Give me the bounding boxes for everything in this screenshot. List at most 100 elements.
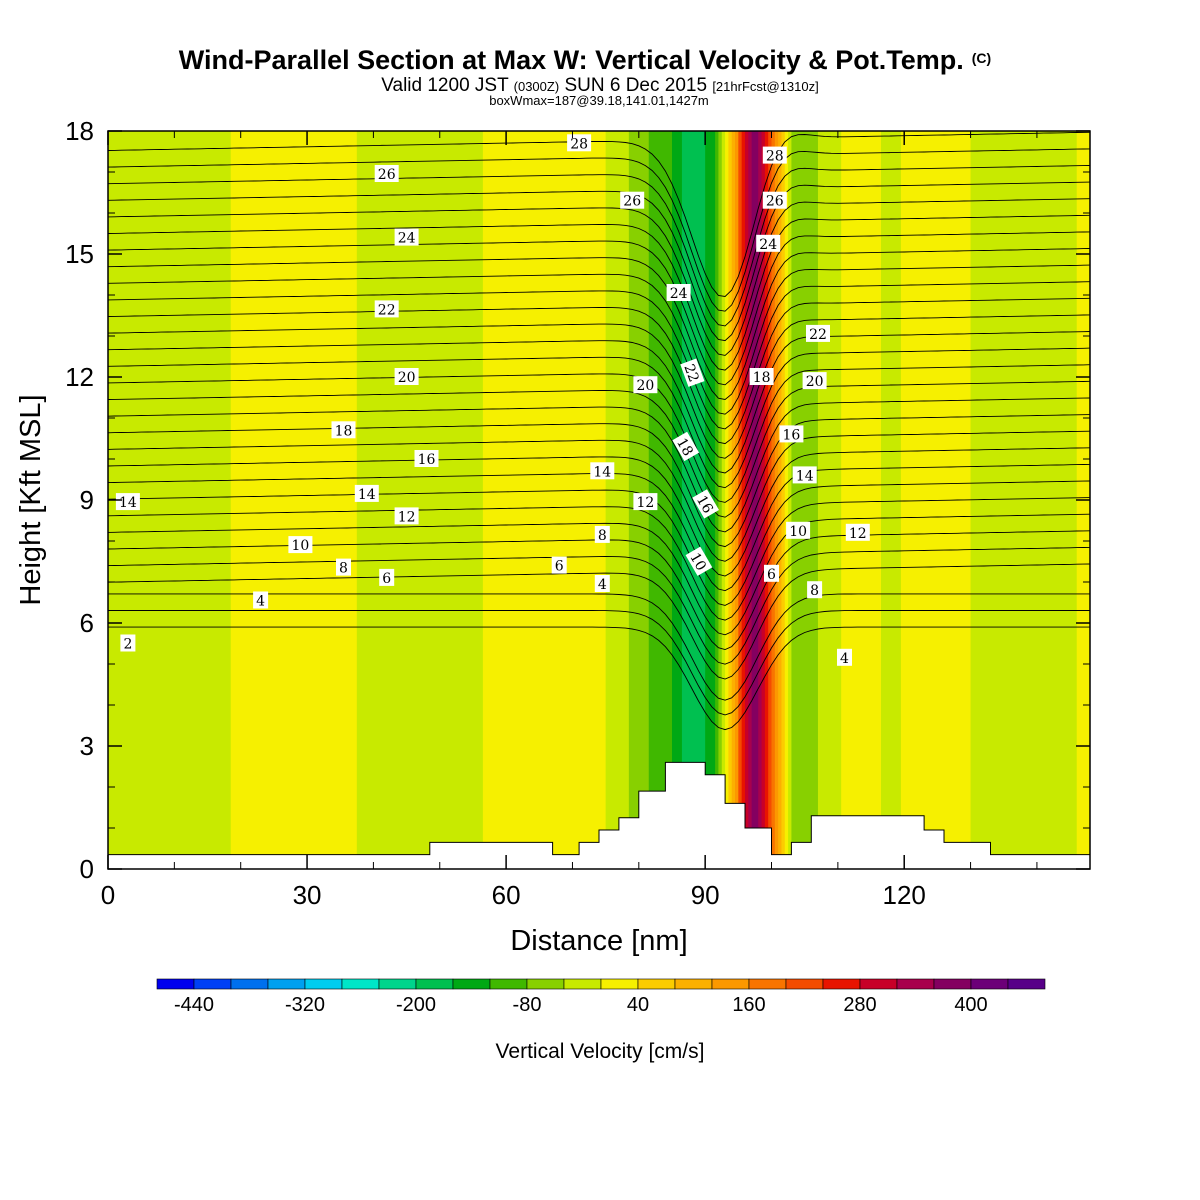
theta-contour-line [108, 626, 1090, 731]
contour-label: 14 [792, 466, 817, 484]
w-cell [1060, 131, 1065, 869]
w-cell [910, 131, 915, 869]
contour-label-text: 12 [636, 495, 654, 511]
w-cell [764, 131, 769, 869]
w-cell [615, 131, 620, 869]
w-cell [993, 131, 998, 869]
colorbar-swatch [341, 978, 380, 990]
colorbar-swatch [711, 978, 750, 990]
theta-contour-line [108, 347, 1090, 489]
w-cell [539, 131, 544, 869]
w-cell [808, 131, 812, 869]
w-cell [244, 131, 248, 869]
y-axis-label: Height [Kft MSL] [15, 394, 47, 605]
contour-label-text: 4 [256, 594, 265, 610]
w-cell [841, 131, 846, 869]
w-cell [326, 131, 331, 869]
w-cell [880, 131, 885, 869]
w-cell [516, 131, 520, 869]
w-cell [466, 131, 471, 869]
contour-label-text: 18 [673, 435, 696, 458]
w-cell [877, 131, 882, 869]
w-cell [1003, 131, 1008, 869]
theta-contour-line [108, 364, 1090, 503]
y-tick-label: 12 [65, 362, 94, 392]
contour-label: 22 [806, 324, 830, 343]
contour-label: 14 [590, 462, 615, 480]
w-cell [280, 131, 285, 869]
w-cell [827, 131, 832, 869]
w-cell [884, 131, 889, 869]
w-cell [346, 131, 351, 869]
w-cell [625, 131, 630, 869]
w-cell [628, 131, 633, 869]
w-cell [532, 131, 537, 869]
w-cell [307, 131, 311, 869]
contour-label: 20 [394, 368, 419, 386]
colorbar-swatch [1007, 978, 1046, 990]
w-cell [167, 131, 172, 869]
w-cell [545, 131, 550, 869]
w-cell [980, 131, 985, 869]
w-cell [675, 131, 680, 869]
w-cell [894, 131, 899, 869]
w-cell [1013, 131, 1018, 869]
w-cell [439, 131, 444, 869]
w-cell [741, 131, 746, 869]
contour-label: 24 [756, 234, 781, 253]
contour-label-text: 10 [686, 550, 709, 573]
w-cell [1046, 131, 1051, 869]
theta-contour-line [108, 297, 1090, 445]
contour-label-text: 28 [766, 149, 784, 165]
w-cell [522, 131, 527, 869]
contour-label-text: 20 [806, 374, 824, 390]
w-cell [904, 131, 909, 869]
colorbar-tick-label: 280 [843, 994, 876, 1016]
contour-label: 24 [666, 284, 691, 302]
w-cell [552, 131, 557, 869]
w-cell [476, 131, 481, 869]
theta-contour-line [108, 331, 1090, 474]
contour-label-text: 28 [570, 136, 588, 152]
contour-label: 14 [354, 484, 379, 503]
w-cell [227, 131, 232, 869]
colorbar-tick-label: -440 [174, 994, 214, 1016]
contour-label: 16 [779, 425, 804, 443]
w-cell [987, 131, 992, 869]
w-cell [917, 131, 922, 869]
w-cell [164, 131, 169, 869]
w-cell [283, 131, 288, 869]
contour-label: 4 [594, 575, 610, 593]
theta-contour-line [108, 480, 1090, 606]
w-cell [419, 131, 424, 869]
w-cell [502, 131, 507, 869]
w-cell [555, 131, 560, 869]
w-cell [735, 131, 739, 869]
w-cell [685, 131, 690, 869]
contour-label: 24 [394, 228, 419, 247]
w-cell [791, 131, 796, 869]
w-cell [247, 131, 252, 869]
w-cell [396, 131, 401, 869]
w-cell [907, 131, 912, 869]
colorbar-swatch [563, 978, 602, 990]
contour-label: 6 [551, 556, 567, 575]
terrain-mask [107, 761, 1091, 870]
colorbar-swatch [970, 978, 1009, 990]
contour-labels: 1424108614121618202224262826242220181612… [115, 134, 870, 667]
w-cell [990, 131, 995, 869]
w-cell [758, 131, 763, 869]
subtitle-utc: (0300Z) [514, 79, 560, 94]
contour-label: 4 [253, 591, 269, 610]
w-cell [861, 131, 866, 869]
w-cell [287, 131, 292, 869]
w-cell [1000, 131, 1005, 869]
colorbar-tick-label: 160 [732, 994, 765, 1016]
contour-label: 10 [685, 546, 713, 576]
contour-label-text: 26 [378, 167, 396, 183]
theta-contour-line [108, 546, 1090, 665]
w-cell [406, 131, 411, 869]
w-cell [330, 131, 335, 869]
colorbar-swatch [526, 978, 565, 990]
w-cell [804, 131, 809, 869]
